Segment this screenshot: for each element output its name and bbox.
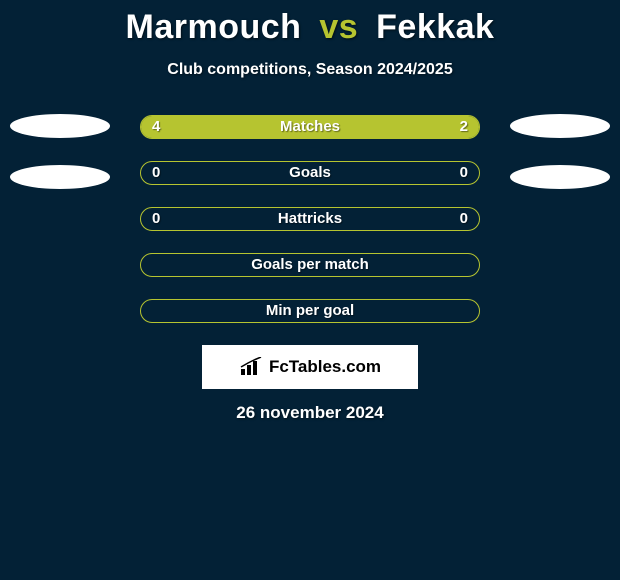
value-left: 0 — [152, 161, 160, 185]
value-right: 0 — [460, 161, 468, 185]
bars-icon — [239, 357, 265, 377]
title-player1: Marmouch — [126, 8, 302, 46]
value-left: 0 — [152, 207, 160, 231]
bar-track — [140, 299, 480, 323]
stat-row: Goals per match — [0, 253, 620, 277]
bar-track — [140, 161, 480, 185]
stat-row: Goals00 — [0, 161, 620, 185]
bar-fill-left — [141, 116, 368, 138]
stat-row: Matches42 — [0, 115, 620, 139]
date-text: 26 november 2024 — [0, 403, 620, 423]
value-left: 4 — [152, 115, 160, 139]
value-right: 2 — [460, 115, 468, 139]
stat-row: Min per goal — [0, 299, 620, 323]
oval-left — [10, 114, 110, 138]
oval-left — [10, 165, 110, 189]
value-right: 0 — [460, 207, 468, 231]
oval-right — [510, 165, 610, 189]
brand-inner: FcTables.com — [239, 357, 381, 377]
stat-row: Hattricks00 — [0, 207, 620, 231]
bar-track — [140, 207, 480, 231]
oval-right — [510, 114, 610, 138]
stat-rows: Matches42Goals00Hattricks00Goals per mat… — [0, 115, 620, 323]
brand-text: FcTables.com — [269, 357, 381, 377]
title-player2: Fekkak — [376, 8, 494, 46]
brand-box: FcTables.com — [202, 345, 418, 389]
subtitle: Club competitions, Season 2024/2025 — [0, 61, 620, 79]
title-vs: vs — [311, 8, 366, 46]
bar-track — [140, 253, 480, 277]
bar-track — [140, 115, 480, 139]
page-title: Marmouch vs Fekkak — [0, 0, 620, 47]
